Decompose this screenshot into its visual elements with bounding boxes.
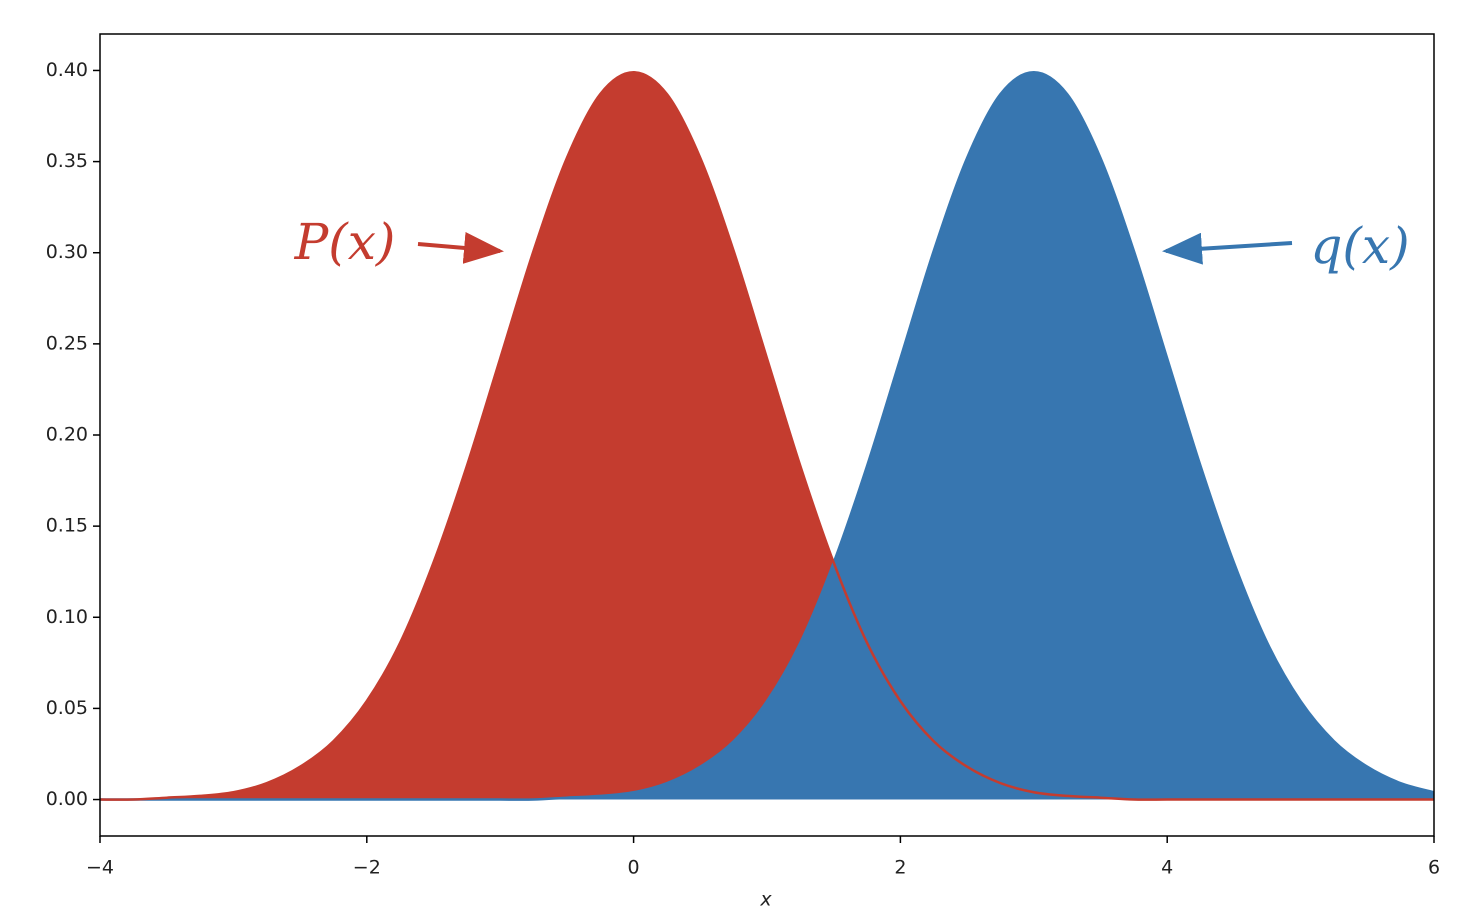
y-tick-label: 0.10 [46, 606, 88, 628]
line [99, 71, 1434, 801]
annotation: q(x) [1310, 217, 1409, 275]
line [100, 71, 1435, 801]
y-tick-label: 0.40 [46, 59, 88, 81]
x-tick-label: 6 [1428, 857, 1440, 879]
y-tick-label: 0.30 [46, 241, 88, 263]
area [100, 72, 1434, 800]
annotation-arrow [1162, 232, 1293, 265]
x-tick-label: 0 [628, 857, 640, 879]
annotation-arrow [417, 231, 504, 264]
annotation: P(x) [294, 213, 396, 271]
x-tick-label: 2 [894, 857, 906, 879]
y-tick-label: 0.05 [46, 697, 88, 719]
y-tick-label: 0.35 [46, 150, 88, 172]
x-axis-label: x [759, 889, 772, 911]
y-tick-label: 0.20 [46, 424, 88, 446]
y-tick-label: 0.25 [46, 332, 88, 354]
x-tick-label: 4 [1161, 857, 1173, 879]
y-tick-label: 0.15 [46, 515, 88, 537]
y-tick-label: 0.00 [46, 788, 88, 810]
x-tick-label: −2 [353, 857, 381, 879]
x-tick-label: −4 [86, 857, 114, 879]
area [100, 72, 1434, 800]
